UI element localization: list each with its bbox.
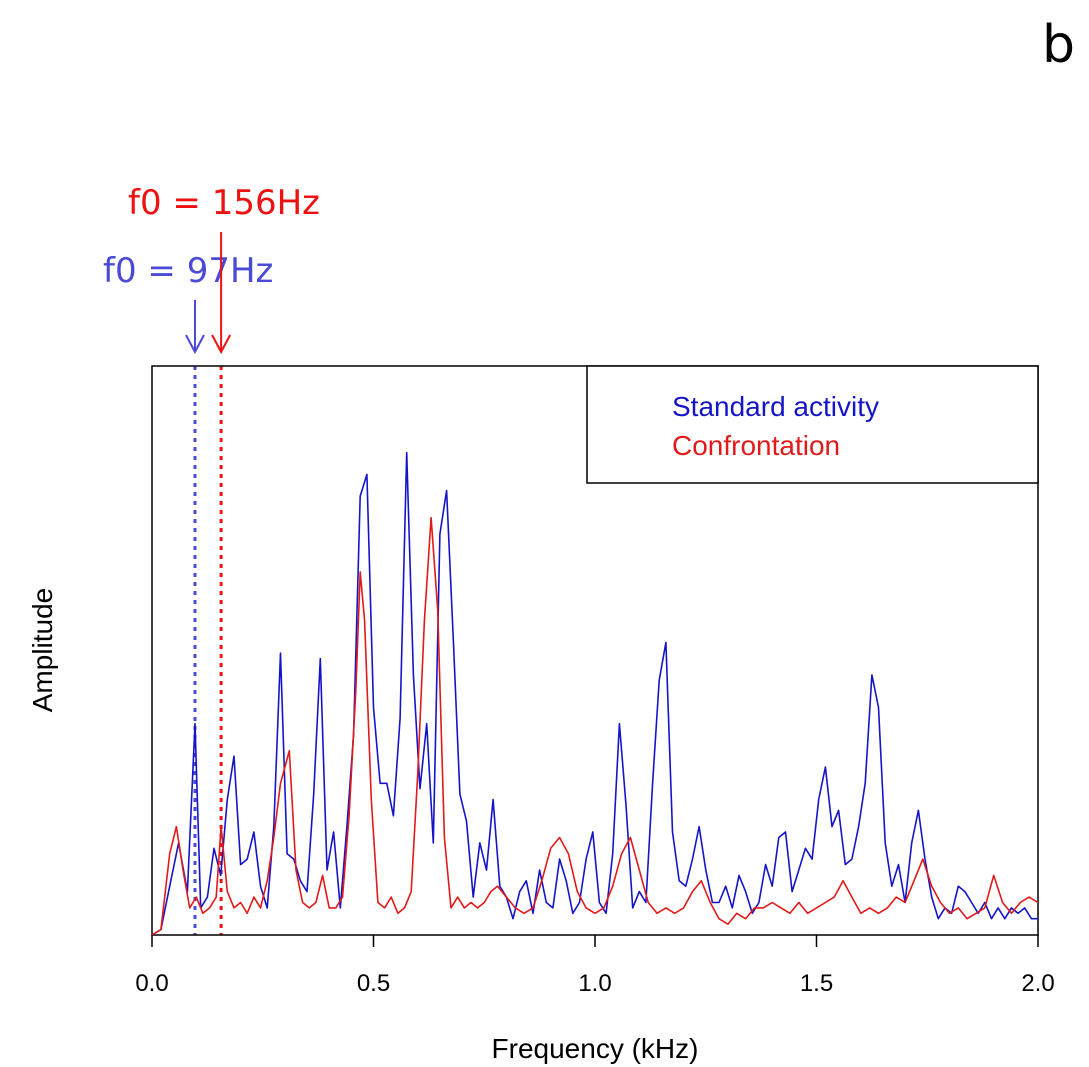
legend-box: [586, 365, 1039, 484]
f0-label: f0 = 97Hz: [103, 251, 273, 291]
series-layer: [151, 451, 1039, 936]
legend: Standard activity Confrontation: [586, 365, 1039, 484]
legend-entry: Standard activity: [672, 391, 879, 422]
x-tick-label: 0.5: [357, 970, 390, 997]
series-line-confrontation: [151, 516, 1039, 936]
x-tick-label: 1.5: [800, 970, 833, 997]
series-line-standard-activity: [151, 451, 1038, 936]
f0-arrow-head: [211, 334, 231, 355]
x-tick-label: 0.0: [135, 970, 168, 997]
panel-label: b: [1042, 15, 1075, 75]
y-axis-title: Amplitude: [27, 588, 58, 713]
f0-annotations: f0 = 97Hz f0 = 156Hz: [103, 183, 320, 935]
legend-entry: Confrontation: [672, 430, 840, 461]
x-axis: 0.0 0.5 1.0 1.5 2.0: [135, 935, 1055, 997]
f0-arrow-head: [185, 334, 205, 355]
f0-label: f0 = 156Hz: [128, 183, 320, 223]
x-tick-label: 1.0: [578, 970, 611, 997]
x-axis-title: Frequency (kHz): [492, 1033, 699, 1064]
x-tick-label: 2.0: [1021, 970, 1054, 997]
